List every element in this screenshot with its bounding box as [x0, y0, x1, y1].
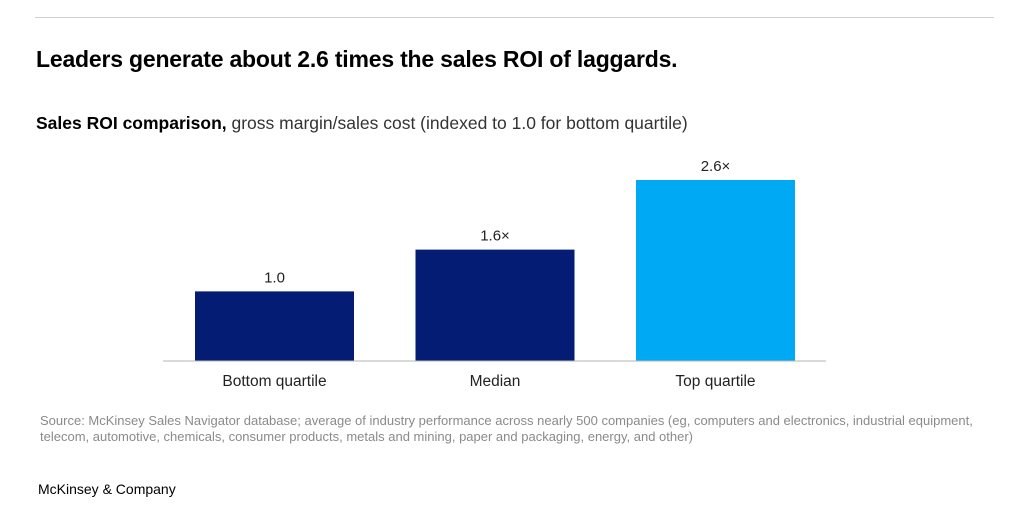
chart-subtitle: Sales ROI comparison, gross margin/sales…	[36, 113, 688, 134]
bars-layer	[195, 180, 795, 361]
labels-layer: 1.0 Bottom quartile 1.6× Median 2.6× Top quar…	[222, 158, 755, 390]
subtitle-description: gross margin/sales cost (indexed to 1.0 …	[226, 113, 688, 133]
category-label-median: Median	[470, 373, 521, 390]
data-label-top-quartile: 2.6×	[701, 158, 731, 175]
bar-bottom-quartile	[195, 291, 354, 361]
top-divider	[35, 17, 994, 18]
bar-median	[415, 249, 575, 361]
subtitle-bold: Sales ROI comparison,	[36, 113, 227, 133]
source-note: Source: McKinsey Sales Navigator databas…	[40, 413, 973, 444]
data-label-bottom-quartile: 1.0	[264, 269, 285, 286]
brand-logo-text: McKinsey & Company	[38, 481, 176, 497]
bar-top-quartile	[636, 180, 795, 361]
chart-headline: Leaders generate about 2.6 times the sal…	[36, 46, 678, 72]
category-label-bottom-quartile: Bottom quartile	[222, 373, 326, 390]
category-label-top-quartile: Top quartile	[675, 373, 755, 390]
data-label-median: 1.6×	[480, 228, 510, 245]
